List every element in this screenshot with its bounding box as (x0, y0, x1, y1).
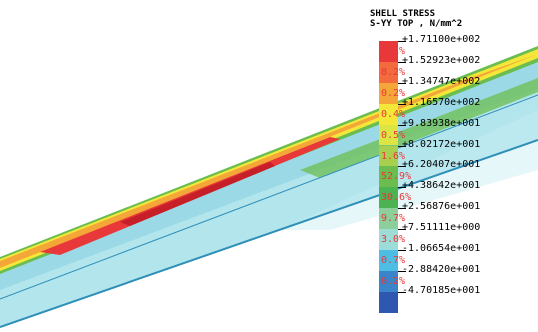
shell-bottom-edge (0, 139, 538, 328)
shell-mid-edge (0, 94, 538, 300)
stress-band-red-core (120, 162, 275, 226)
shell-lower-face (0, 88, 538, 327)
stress-band-orange (0, 54, 538, 268)
shell-face-patch (280, 110, 538, 230)
stress-band-green-2 (300, 78, 538, 178)
